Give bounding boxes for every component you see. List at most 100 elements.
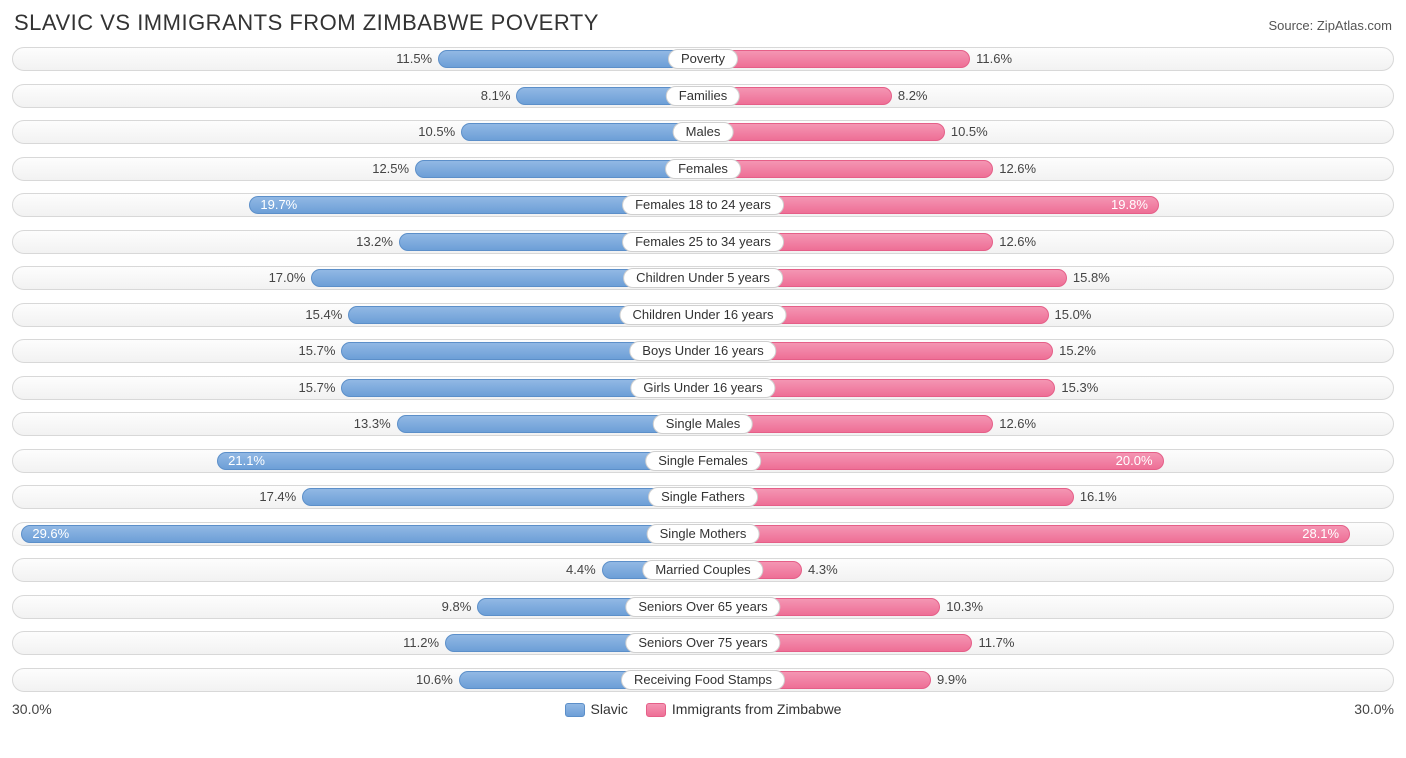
right-half: 8.2% <box>703 81 1394 111</box>
chart-row: 15.7%15.2%Boys Under 16 years <box>12 336 1394 366</box>
chart-row: 11.2%11.7%Seniors Over 75 years <box>12 628 1394 658</box>
left-value-label: 13.3% <box>354 415 391 433</box>
right-value-label: 15.0% <box>1055 306 1092 324</box>
left-bar <box>461 123 703 141</box>
right-value-label: 20.0% <box>1116 452 1153 470</box>
right-value-label: 8.2% <box>898 87 928 105</box>
chart-row: 10.5%10.5%Males <box>12 117 1394 147</box>
chart-row: 15.4%15.0%Children Under 16 years <box>12 300 1394 330</box>
category-label: Seniors Over 65 years <box>625 597 780 617</box>
right-value-label: 11.6% <box>976 50 1012 68</box>
right-value-label: 28.1% <box>1302 525 1339 543</box>
right-value-label: 12.6% <box>999 233 1036 251</box>
chart-body: 11.5%11.6%Poverty8.1%8.2%Families10.5%10… <box>12 44 1394 695</box>
left-half: 8.1% <box>12 81 703 111</box>
left-half: 11.5% <box>12 44 703 74</box>
category-label: Females 18 to 24 years <box>622 195 784 215</box>
right-half: 15.8% <box>703 263 1394 293</box>
right-value-label: 15.2% <box>1059 342 1096 360</box>
category-label: Single Females <box>645 451 761 471</box>
left-half: 29.6% <box>12 519 703 549</box>
left-value-label: 12.5% <box>372 160 409 178</box>
category-label: Single Fathers <box>648 487 758 507</box>
left-value-label: 17.0% <box>269 269 306 287</box>
axis-max-right: 30.0% <box>1354 701 1394 717</box>
left-half: 17.4% <box>12 482 703 512</box>
legend-swatch-right <box>646 703 666 717</box>
right-half: 12.6% <box>703 227 1394 257</box>
category-label: Single Males <box>653 414 753 434</box>
left-bar <box>217 452 703 470</box>
axis-max-left: 30.0% <box>12 701 52 717</box>
right-value-label: 19.8% <box>1111 196 1148 214</box>
left-half: 15.7% <box>12 373 703 403</box>
left-bar <box>302 488 703 506</box>
right-value-label: 11.7% <box>978 634 1014 652</box>
category-label: Females <box>665 159 741 179</box>
chart-row: 19.7% 19.8% Females 18 to 24 years <box>12 190 1394 220</box>
left-value-label: 8.1% <box>481 87 511 105</box>
right-value-label: 12.6% <box>999 415 1036 433</box>
left-value-label: 11.2% <box>403 634 439 652</box>
right-half: 11.7% <box>703 628 1394 658</box>
right-value-label: 10.5% <box>951 123 988 141</box>
left-bar <box>415 160 703 178</box>
left-value-label: 29.6% <box>32 525 69 543</box>
left-half: 11.2% <box>12 628 703 658</box>
right-value-label: 12.6% <box>999 160 1036 178</box>
chart-row: 13.2%12.6%Females 25 to 34 years <box>12 227 1394 257</box>
right-value-label: 15.3% <box>1061 379 1098 397</box>
left-half: 19.7% <box>12 190 703 220</box>
category-label: Females 25 to 34 years <box>622 232 784 252</box>
right-half: 10.5% <box>703 117 1394 147</box>
source-prefix: Source: <box>1268 18 1316 33</box>
left-half: 21.1% <box>12 446 703 476</box>
right-half: 16.1% <box>703 482 1394 512</box>
left-half: 10.6% <box>12 665 703 695</box>
left-value-label: 15.7% <box>299 379 336 397</box>
right-value-label: 15.8% <box>1073 269 1110 287</box>
legend-label-left: Slavic <box>591 701 628 717</box>
legend-item-right: Immigrants from Zimbabwe <box>646 701 842 717</box>
right-value-label: 10.3% <box>946 598 983 616</box>
right-bar <box>703 50 970 68</box>
right-half: 12.6% <box>703 409 1394 439</box>
source-name: ZipAtlas.com <box>1317 18 1392 33</box>
right-half: 28.1% <box>703 519 1394 549</box>
left-half: 17.0% <box>12 263 703 293</box>
right-value-label: 9.9% <box>937 671 967 689</box>
chart-footer: 30.0% Slavic Immigrants from Zimbabwe 30… <box>12 701 1394 717</box>
category-label: Receiving Food Stamps <box>621 670 785 690</box>
right-bar <box>703 123 945 141</box>
left-bar <box>21 525 703 543</box>
right-half: 15.0% <box>703 300 1394 330</box>
chart-row: 8.1%8.2%Families <box>12 81 1394 111</box>
right-half: 4.3% <box>703 555 1394 585</box>
left-value-label: 4.4% <box>566 561 596 579</box>
right-half: 15.3% <box>703 373 1394 403</box>
left-value-label: 17.4% <box>259 488 296 506</box>
chart-row: 17.0% 15.8% Children Under 5 years <box>12 263 1394 293</box>
left-half: 12.5% <box>12 154 703 184</box>
right-half: 12.6% <box>703 154 1394 184</box>
chart-row: 15.7%15.3%Girls Under 16 years <box>12 373 1394 403</box>
category-label: Boys Under 16 years <box>629 341 776 361</box>
chart-source: Source: ZipAtlas.com <box>1268 18 1392 33</box>
left-value-label: 21.1% <box>228 452 265 470</box>
legend-item-left: Slavic <box>565 701 628 717</box>
right-half: 11.6% <box>703 44 1394 74</box>
right-half: 9.9% <box>703 665 1394 695</box>
right-half: 19.8% <box>703 190 1394 220</box>
right-half: 15.2% <box>703 336 1394 366</box>
right-value-label: 16.1% <box>1080 488 1117 506</box>
left-value-label: 9.8% <box>442 598 472 616</box>
left-value-label: 10.5% <box>418 123 455 141</box>
chart-row: 10.6% 9.9% Receiving Food Stamps <box>12 665 1394 695</box>
right-bar <box>703 488 1074 506</box>
category-label: Children Under 16 years <box>620 305 787 325</box>
category-label: Children Under 5 years <box>623 268 783 288</box>
right-value-label: 4.3% <box>808 561 838 579</box>
right-bar <box>703 525 1350 543</box>
right-half: 20.0% <box>703 446 1394 476</box>
right-bar <box>703 160 993 178</box>
